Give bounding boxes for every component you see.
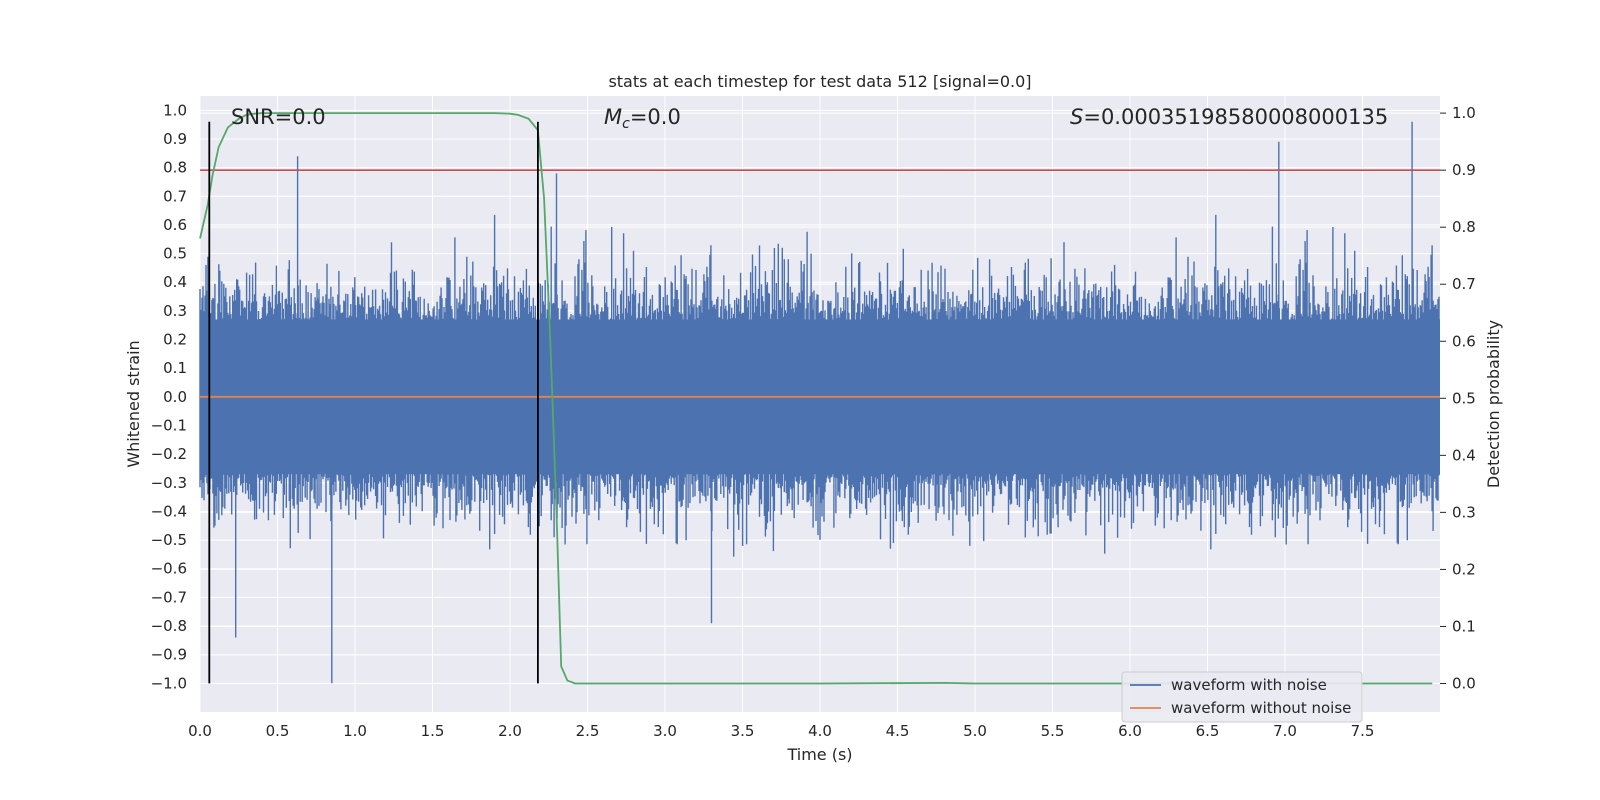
x-tick-label: 5.5	[1041, 722, 1065, 740]
x-tick-label: 0.0	[188, 722, 212, 740]
y-tick-label: −0.4	[151, 502, 187, 520]
s-symbol: S	[1070, 105, 1083, 129]
x-tick-label: 6.0	[1118, 722, 1142, 740]
y-tick-label: 1.0	[163, 101, 187, 119]
y-tick-label: −0.5	[151, 531, 187, 549]
x-tick-label: 4.0	[808, 722, 832, 740]
y-tick-label: 0.8	[163, 159, 187, 177]
y2-tick-label: 0.0	[1452, 674, 1476, 692]
y2-axis-label: Detection probability	[1484, 320, 1503, 488]
y-tick-label: −0.8	[151, 617, 187, 635]
x-tick-label: 7.5	[1351, 722, 1375, 740]
ticks-layer: 0.0 0.5 1.0 1.5 2.0 2.5 3.0 3.5 4.0 4.5 5.0 5.5 6.0 6…	[151, 101, 1476, 740]
y-tick-label: 0.1	[163, 359, 187, 377]
x-tick-label: 0.5	[266, 722, 290, 740]
x-tick-label: 1.5	[421, 722, 445, 740]
x-tick-label: 5.0	[963, 722, 987, 740]
y-tick-label: −0.6	[151, 560, 187, 578]
lines-layer	[199, 112, 1440, 685]
y-tick-label: 0.2	[163, 331, 187, 349]
y-tick-label: −0.9	[151, 646, 187, 664]
y2-tick-label: 0.5	[1452, 389, 1476, 407]
s-value: =0.00035198580008000135	[1083, 105, 1388, 129]
y2-tick-label: 0.8	[1452, 218, 1476, 236]
y-axis-label: Whitened strain	[124, 340, 143, 467]
x-axis-label: Time (s)	[786, 745, 852, 764]
x-tick-label: 3.0	[653, 722, 677, 740]
y-tick-label: 0.0	[163, 388, 187, 406]
y-tick-label: −1.0	[151, 674, 187, 692]
y2-tick-label: 0.4	[1452, 446, 1476, 464]
y-tick-label: 0.4	[163, 273, 187, 291]
x-tick-label: 6.5	[1196, 722, 1220, 740]
y-tick-label: 0.9	[163, 130, 187, 148]
x-tick-label: 2.0	[498, 722, 522, 740]
y2-tick-label: 0.1	[1452, 617, 1476, 635]
legend-label-clean: waveform without noise	[1171, 699, 1351, 717]
y2-tick-label: 1.0	[1452, 104, 1476, 122]
x-tick-label: 7.0	[1273, 722, 1297, 740]
mc-annotation: Mc=0.0	[604, 105, 681, 132]
snr-annotation: SNR=0.0	[231, 105, 326, 129]
y-tick-label: 0.6	[163, 216, 187, 234]
y-tick-label: −0.7	[151, 588, 187, 606]
y-tick-label: −0.1	[151, 416, 187, 434]
detection-probability-line	[199, 112, 1433, 685]
y-tick-label: 0.3	[163, 302, 187, 320]
mc-symbol: M	[604, 105, 622, 129]
y2-tick-label: 0.3	[1452, 503, 1476, 521]
y-tick-label: 0.7	[163, 187, 187, 205]
x-tick-label: 4.5	[886, 722, 910, 740]
y2-tick-label: 0.6	[1452, 332, 1476, 350]
chart-title: stats at each timestep for test data 512…	[608, 72, 1031, 91]
y-tick-label: 0.5	[163, 245, 187, 263]
y-tick-label: −0.3	[151, 474, 187, 492]
mc-subscript: c	[622, 116, 630, 132]
mc-value: =0.0	[630, 105, 681, 129]
x-tick-label: 2.5	[576, 722, 600, 740]
x-tick-label: 3.5	[731, 722, 755, 740]
x-tick-label: 1.0	[343, 722, 367, 740]
y-tick-label: −0.2	[151, 445, 187, 463]
legend: waveform with noise waveform without noi…	[1121, 671, 1363, 723]
legend-label-noise: waveform with noise	[1171, 676, 1327, 694]
s-annotation: S=0.00035198580008000135	[1070, 105, 1388, 129]
y2-tick-label: 0.7	[1452, 275, 1476, 293]
y2-tick-label: 0.2	[1452, 560, 1476, 578]
legend-box	[1121, 671, 1363, 723]
y2-tick-label: 0.9	[1452, 161, 1476, 179]
